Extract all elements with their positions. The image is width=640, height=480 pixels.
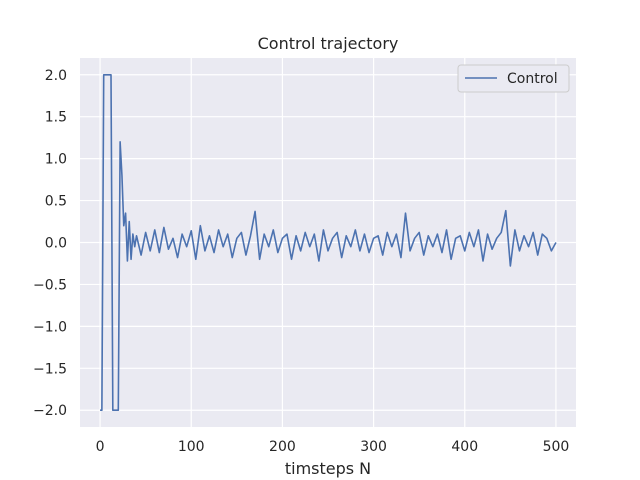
y-tick-label: 0.0: [45, 236, 67, 252]
y-tick-label: −1.0: [33, 319, 67, 335]
series-layer: [100, 73, 557, 412]
y-tick-label: −0.5: [33, 277, 67, 293]
y-tick-label: 2.0: [45, 68, 67, 84]
y-axis-ticks: 2.0 1.5 1.0 0.5 0.0 −0.5 −1.0 −1.5 −2.0: [33, 68, 67, 419]
x-tick-label: 400: [451, 439, 478, 455]
x-tick-label: 300: [360, 439, 387, 455]
chart-title: Control trajectory: [258, 34, 399, 53]
y-tick-label: 0.5: [45, 194, 67, 210]
legend: Control: [457, 64, 570, 93]
y-tick-label: −1.5: [33, 361, 67, 377]
x-tick-label: 0: [96, 439, 105, 455]
y-tick-label: −2.0: [33, 403, 67, 419]
x-tick-label: 500: [543, 439, 570, 455]
x-axis-title: timsteps N: [285, 459, 371, 478]
grid: [80, 58, 576, 427]
x-tick-label: 100: [178, 439, 205, 455]
legend-label-control: Control: [507, 71, 558, 87]
series-line-control: [100, 73, 557, 412]
x-tick-label: 200: [269, 439, 296, 455]
y-tick-label: 1.0: [45, 152, 67, 168]
x-axis-ticks: 0 100 200 300 400 500: [96, 439, 570, 455]
legend-box: [457, 64, 570, 93]
y-tick-label: 1.5: [45, 110, 67, 126]
